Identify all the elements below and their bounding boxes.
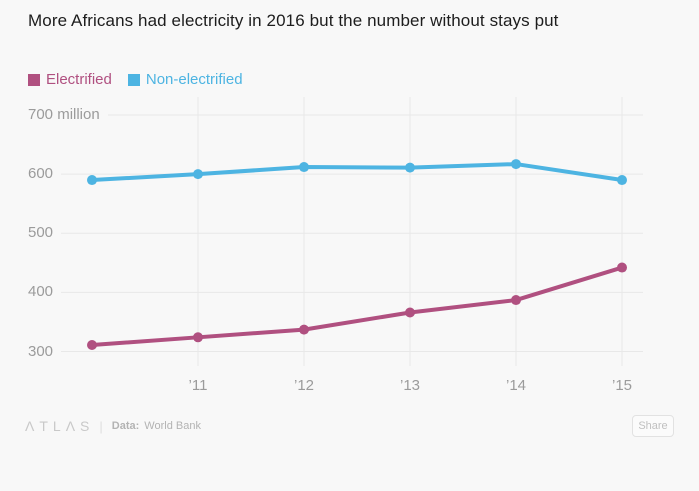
data-point-non-electrified bbox=[299, 162, 309, 173]
data-point-non-electrified bbox=[511, 159, 521, 170]
series-line-non-electrified bbox=[90, 162, 624, 183]
share-button[interactable]: Share bbox=[632, 415, 674, 437]
legend-label-electrified: Electrified bbox=[46, 71, 112, 88]
legend-label-non-electrified: Non-electrified bbox=[145, 71, 243, 88]
chart-title: More Africans had electricity in 2016 bu… bbox=[28, 11, 559, 30]
data-point-non-electrified bbox=[87, 175, 97, 186]
data-point-electrified bbox=[405, 307, 415, 318]
data-point-electrified bbox=[617, 262, 627, 273]
legend: Electrified Non-electrified bbox=[28, 71, 243, 88]
legend-swatch-electrified-icon bbox=[28, 73, 40, 86]
footer-divider: | bbox=[99, 418, 103, 434]
data-point-non-electrified bbox=[193, 169, 203, 180]
data-point-non-electrified bbox=[617, 175, 627, 186]
atlas-logo: ΛTLΛS bbox=[25, 418, 95, 434]
series-line-electrified bbox=[90, 265, 624, 347]
legend-item-non-electrified: Non-electrified bbox=[127, 71, 243, 88]
data-point-electrified bbox=[87, 339, 97, 350]
footer: ΛTLΛS | Data: World Bank Share bbox=[25, 413, 674, 439]
data-point-electrified bbox=[511, 295, 521, 306]
legend-item-electrified: Electrified bbox=[28, 71, 112, 88]
legend-swatch-non-electrified-icon bbox=[127, 73, 140, 86]
data-point-electrified bbox=[299, 324, 309, 335]
data-source-label: Data: bbox=[111, 420, 140, 432]
data-point-electrified bbox=[193, 332, 203, 343]
data-point-non-electrified bbox=[405, 162, 415, 173]
data-source-value: World Bank bbox=[144, 420, 201, 432]
